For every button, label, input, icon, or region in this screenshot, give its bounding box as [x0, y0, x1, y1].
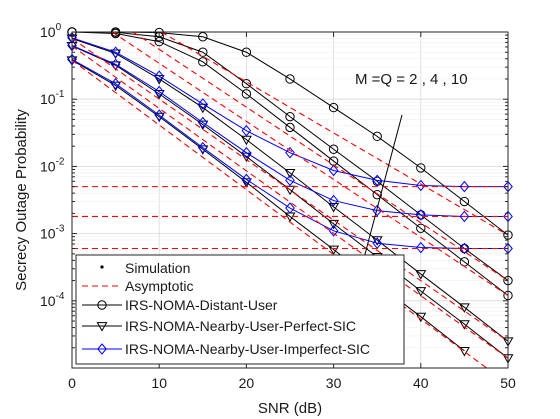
- data-point: [197, 116, 208, 129]
- data-point: [415, 209, 426, 221]
- data-point: [328, 219, 340, 230]
- data-point: [154, 109, 165, 121]
- data-point: [328, 202, 340, 213]
- data-point: [241, 146, 252, 159]
- y-tick-label: 10-2: [40, 156, 65, 174]
- data-point: [241, 47, 252, 57]
- asymptotic-slope-line: [71, 38, 509, 342]
- y-axis-label: Secrecy Outage Probability: [13, 109, 30, 291]
- legend-label: IRS-NOMA-Nearby-User-Perfect-SIC: [125, 318, 356, 334]
- data-point: [416, 163, 426, 173]
- data-point: [328, 102, 339, 113]
- data-point: [415, 179, 426, 192]
- legend-box: [75, 254, 405, 365]
- legend-swatch-dot: [100, 265, 104, 269]
- data-point: [110, 77, 121, 90]
- legend-entry: Simulation: [100, 260, 190, 276]
- legend-label: IRS-NOMA-Nearby-User-Imperfect-SIC: [125, 341, 370, 357]
- series-imperfect-6: [67, 32, 513, 193]
- series-line: [71, 45, 508, 217]
- data-point: [285, 146, 295, 159]
- x-tick-label: 20: [239, 375, 255, 391]
- data-point: [284, 169, 296, 179]
- x-tick-label: 10: [151, 375, 167, 391]
- annotation-text: M =Q = 2 , 4 , 10: [355, 71, 468, 88]
- x-tick-label: 50: [500, 375, 516, 391]
- data-point: [197, 98, 208, 110]
- legend: Simulation Asymptotic IRS-NOMA-Distant-Use…: [75, 254, 405, 365]
- legend-entry: IRS-NOMA-Nearby-User-Imperfect-SIC: [82, 341, 370, 357]
- data-point: [285, 74, 295, 84]
- asymptotic-slope-line: [160, 31, 509, 236]
- data-point: [415, 241, 426, 254]
- data-point: [459, 180, 470, 193]
- data-point: [154, 70, 165, 82]
- data-point: [285, 111, 295, 122]
- asymptotic-layer: [71, 31, 509, 369]
- data-point: [285, 202, 295, 214]
- data-point: [154, 36, 164, 47]
- data-point: [198, 47, 208, 57]
- data-point: [372, 204, 383, 217]
- legend-swatch-marker: [96, 322, 108, 332]
- data-point: [285, 122, 295, 133]
- data-point: [458, 346, 470, 357]
- data-point: [284, 185, 296, 196]
- legend-label: Simulation: [125, 260, 190, 276]
- data-point: [198, 57, 208, 67]
- data-point: [459, 210, 470, 223]
- legend-entry: IRS-NOMA-Nearby-User-Perfect-SIC: [82, 318, 356, 334]
- data-point: [328, 245, 340, 256]
- data-point: [459, 242, 470, 255]
- series-line: [71, 31, 509, 281]
- data-point: [328, 144, 339, 154]
- x-ticks: 0 10 20 30 40 50: [68, 32, 516, 391]
- x-axis-label: SNR (dB): [258, 400, 322, 417]
- data-point: [110, 28, 121, 39]
- legend-swatch-marker: [97, 343, 107, 355]
- data-point: [198, 32, 208, 42]
- data-point: [241, 124, 252, 137]
- series-line: [71, 38, 509, 342]
- data-point: [372, 189, 382, 200]
- data-point: [372, 131, 382, 142]
- y-tick-label: 10-1: [40, 89, 65, 107]
- x-tick-label: 0: [68, 375, 76, 391]
- data-point: [285, 174, 295, 187]
- legend-swatch-marker: [97, 300, 107, 310]
- data-point: [458, 303, 470, 313]
- data-point: [459, 196, 470, 207]
- y-ticks: 100 10-1 10-2 10-3 10-4: [40, 22, 508, 349]
- data-point: [328, 194, 339, 207]
- data-point: [458, 320, 470, 330]
- data-point: [241, 89, 252, 99]
- y-tick-label: 100: [40, 22, 62, 40]
- data-point: [416, 223, 426, 233]
- series-line: [71, 37, 508, 188]
- data-point: [153, 75, 165, 85]
- y-tick-label: 10-3: [40, 224, 65, 242]
- legend-label: Asymptotic: [125, 278, 193, 294]
- data-point: [328, 225, 339, 237]
- x-tick-label: 30: [326, 375, 342, 391]
- series-line: [71, 31, 509, 296]
- data-point: [241, 173, 252, 186]
- legend-entry: IRS-NOMA-Distant-User: [82, 297, 278, 313]
- legend-entry: Asymptotic: [82, 278, 193, 294]
- data-point: [154, 85, 165, 98]
- asymptotic-slope-line: [71, 59, 487, 369]
- data-point: [415, 270, 427, 280]
- data-point: [328, 164, 339, 177]
- plot-frame: [71, 31, 509, 369]
- data-point: [197, 141, 208, 154]
- data-point: [372, 174, 383, 187]
- asymptotic-slope-line: [132, 31, 509, 282]
- data-point: [415, 287, 427, 297]
- y-tick-label: 10-4: [40, 291, 65, 309]
- data-point: [110, 46, 121, 59]
- x-tick-label: 40: [413, 375, 429, 391]
- legend-label: IRS-NOMA-Distant-User: [125, 297, 278, 313]
- series-line: [71, 59, 508, 250]
